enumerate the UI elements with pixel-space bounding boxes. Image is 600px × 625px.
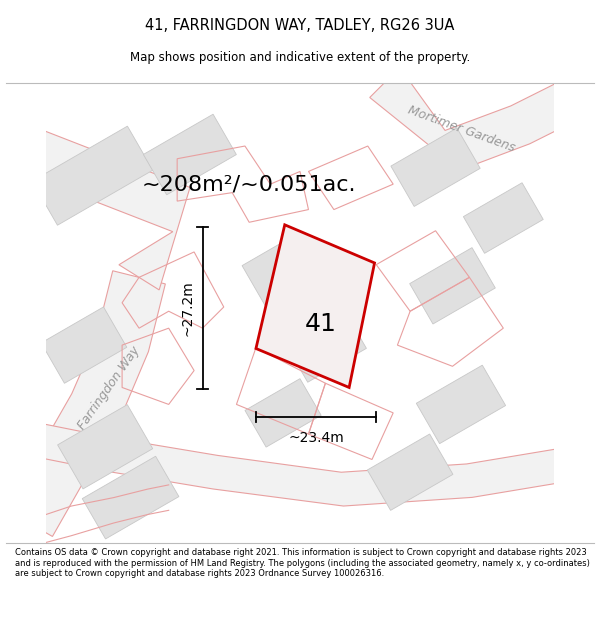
Polygon shape <box>284 308 367 382</box>
Polygon shape <box>410 248 496 324</box>
Polygon shape <box>245 379 321 447</box>
Polygon shape <box>463 182 543 253</box>
Text: Map shows position and indicative extent of the property.: Map shows position and indicative extent… <box>130 51 470 64</box>
Text: 41: 41 <box>305 312 337 336</box>
Text: ~23.4m: ~23.4m <box>288 431 344 444</box>
Polygon shape <box>41 307 127 383</box>
Text: Mortimer Gardens: Mortimer Gardens <box>406 104 517 154</box>
Polygon shape <box>82 456 179 539</box>
Polygon shape <box>26 422 574 506</box>
Polygon shape <box>20 128 190 290</box>
Text: Farringdon Way: Farringdon Way <box>76 343 143 431</box>
Polygon shape <box>58 404 153 489</box>
Polygon shape <box>367 434 453 511</box>
Text: 41, FARRINGDON WAY, TADLEY, RG26 3UA: 41, FARRINGDON WAY, TADLEY, RG26 3UA <box>145 18 455 33</box>
Text: ~208m²/~0.051ac.: ~208m²/~0.051ac. <box>142 174 356 194</box>
Polygon shape <box>5 271 166 536</box>
Text: Contains OS data © Crown copyright and database right 2021. This information is : Contains OS data © Crown copyright and d… <box>15 548 590 578</box>
Polygon shape <box>416 365 506 444</box>
Text: ~27.2m: ~27.2m <box>180 280 194 336</box>
Polygon shape <box>256 225 374 388</box>
Polygon shape <box>391 128 480 206</box>
Polygon shape <box>143 114 236 195</box>
Polygon shape <box>242 232 324 306</box>
Polygon shape <box>370 68 581 170</box>
Polygon shape <box>32 126 153 225</box>
